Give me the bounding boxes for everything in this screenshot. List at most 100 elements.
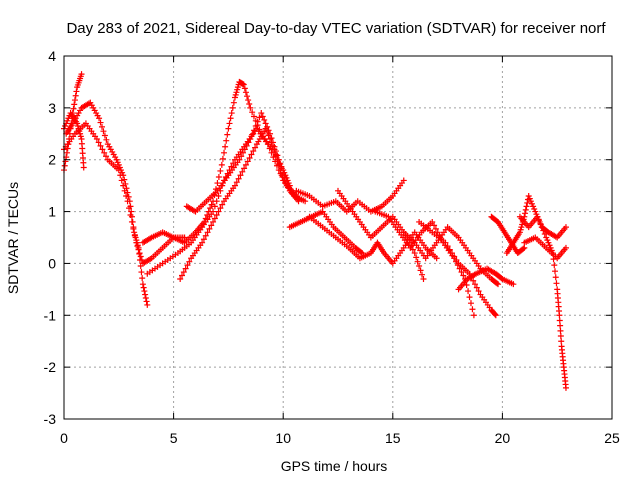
data-point xyxy=(283,178,290,185)
data-point xyxy=(233,179,240,186)
data-point xyxy=(432,225,439,232)
data-point xyxy=(217,167,224,174)
data-point xyxy=(433,255,440,262)
data-point xyxy=(215,193,222,200)
series-satellite-9 xyxy=(286,208,366,257)
data-point xyxy=(213,212,220,219)
data-point xyxy=(73,88,80,95)
data-point xyxy=(123,193,130,200)
data-point xyxy=(556,317,563,324)
data-point xyxy=(97,142,104,149)
data-point xyxy=(470,277,477,284)
data-point xyxy=(186,258,193,265)
data-point xyxy=(128,218,135,225)
x-tick-label: 15 xyxy=(385,430,401,446)
data-point xyxy=(71,97,78,104)
data-point xyxy=(416,263,423,270)
y-tick-label: 4 xyxy=(48,48,56,64)
data-point xyxy=(246,100,253,107)
data-point xyxy=(562,224,569,231)
data-point xyxy=(131,232,138,239)
data-point xyxy=(249,131,256,138)
data-point xyxy=(268,149,275,156)
data-point xyxy=(262,120,269,127)
series-satellite-5 xyxy=(139,78,293,246)
data-point xyxy=(535,217,542,224)
data-point xyxy=(264,141,271,148)
data-point xyxy=(241,165,248,172)
data-point xyxy=(470,312,477,319)
data-point xyxy=(444,243,451,250)
series-satellite-18 xyxy=(503,193,569,257)
data-point xyxy=(442,239,449,246)
y-tick-label: 0 xyxy=(48,255,56,271)
y-tick-label: -3 xyxy=(44,411,57,427)
data-point xyxy=(140,284,147,291)
data-point xyxy=(228,110,235,117)
data-point xyxy=(118,177,125,184)
data-point xyxy=(103,153,110,160)
data-point xyxy=(199,239,206,246)
data-point xyxy=(61,162,68,169)
data-point xyxy=(240,81,247,88)
data-point xyxy=(135,246,142,253)
data-point xyxy=(247,104,254,111)
data-point xyxy=(493,280,500,287)
data-point xyxy=(453,256,460,263)
data-point xyxy=(182,265,189,272)
data-point xyxy=(136,250,143,257)
data-point xyxy=(100,128,107,135)
data-point xyxy=(211,215,218,222)
data-point xyxy=(244,93,251,100)
data-point xyxy=(249,109,256,116)
data-point xyxy=(120,182,127,189)
data-point xyxy=(250,113,257,120)
data-point xyxy=(465,288,472,295)
data-point xyxy=(143,298,150,305)
data-point xyxy=(259,113,266,120)
data-point xyxy=(243,142,250,149)
data-point xyxy=(210,208,217,215)
data-point xyxy=(562,384,569,391)
data-point xyxy=(492,312,499,319)
data-point xyxy=(534,213,541,220)
data-point xyxy=(250,127,257,134)
x-tick-label: 25 xyxy=(604,430,620,446)
data-point xyxy=(230,99,237,106)
data-point xyxy=(280,169,287,176)
data-point xyxy=(133,239,140,246)
data-point xyxy=(466,294,473,301)
data-point xyxy=(72,92,79,99)
data-point xyxy=(246,154,253,161)
data-point xyxy=(223,137,230,144)
data-point xyxy=(277,161,284,168)
data-point xyxy=(245,97,252,104)
y-tick-label: -1 xyxy=(44,307,57,323)
data-point xyxy=(231,182,238,189)
data-point xyxy=(215,208,222,215)
data-point xyxy=(71,101,78,108)
data-point xyxy=(522,206,529,213)
data-point xyxy=(358,249,365,256)
chart-title: Day 283 of 2021, Sidereal Day-to-day VTE… xyxy=(66,20,606,37)
data-point xyxy=(208,222,215,229)
data-point xyxy=(540,227,547,234)
data-point xyxy=(431,222,438,229)
data-point xyxy=(99,146,106,153)
series-satellite-16 xyxy=(455,265,517,293)
data-point xyxy=(238,153,245,160)
x-tick-label: 5 xyxy=(170,430,178,446)
y-tick-label: -2 xyxy=(44,359,57,375)
data-point xyxy=(95,139,102,146)
data-point xyxy=(218,161,225,168)
y-tick-label: 1 xyxy=(48,204,56,220)
data-point xyxy=(275,156,282,163)
data-point xyxy=(237,172,244,179)
data-point xyxy=(227,115,234,122)
data-point xyxy=(101,149,108,156)
data-point xyxy=(137,253,144,260)
data-point xyxy=(272,148,279,155)
data-point xyxy=(417,267,424,274)
data-point xyxy=(217,205,224,212)
data-point xyxy=(552,274,559,281)
